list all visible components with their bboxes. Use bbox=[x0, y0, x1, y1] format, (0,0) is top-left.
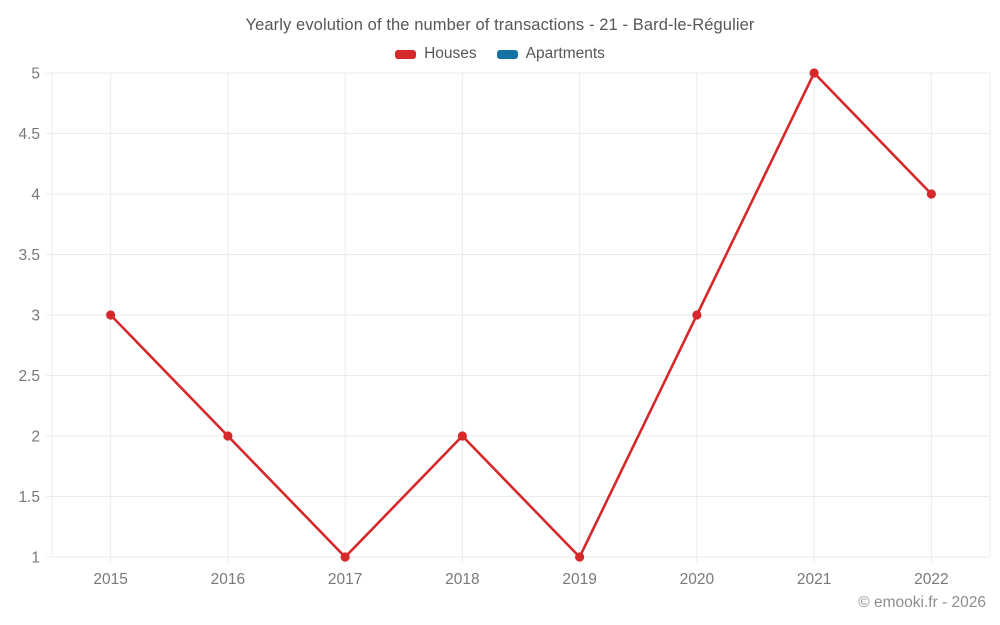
legend-item-apartments[interactable]: Apartments bbox=[496, 45, 605, 63]
x-tick-label: 2018 bbox=[445, 571, 479, 588]
data-point[interactable] bbox=[457, 431, 467, 441]
y-tick-label: 4 bbox=[31, 187, 40, 204]
chart-title: Yearly evolution of the number of transa… bbox=[245, 16, 755, 34]
x-tick-label: 2022 bbox=[914, 571, 948, 588]
legend-label-houses: Houses bbox=[424, 45, 477, 62]
y-tick-label: 2 bbox=[31, 429, 40, 446]
legend-item-houses[interactable]: Houses bbox=[395, 45, 477, 63]
y-tick-label: 1 bbox=[31, 550, 40, 567]
data-point[interactable] bbox=[575, 552, 585, 562]
y-tick-label: 1.5 bbox=[18, 489, 40, 506]
legend-label-apartments: Apartments bbox=[525, 45, 605, 62]
data-point[interactable] bbox=[809, 68, 819, 78]
x-tick-label: 2020 bbox=[680, 571, 715, 588]
y-tick-label: 3 bbox=[31, 308, 40, 325]
y-tick-label: 3.5 bbox=[18, 247, 40, 264]
chart-footer: © emooki.fr - 2026 bbox=[858, 594, 986, 611]
data-point[interactable] bbox=[106, 310, 116, 320]
x-tick-label: 2019 bbox=[562, 571, 596, 588]
legend-swatch-houses-icon bbox=[395, 49, 417, 59]
data-point[interactable] bbox=[692, 310, 702, 320]
legend-swatch-apartments-icon bbox=[496, 49, 518, 59]
y-tick-label: 4.5 bbox=[18, 126, 40, 143]
x-tick-label: 2016 bbox=[211, 571, 245, 588]
x-tick-label: 2015 bbox=[93, 571, 127, 588]
x-tick-label: 2021 bbox=[797, 571, 831, 588]
y-tick-label: 5 bbox=[31, 66, 40, 83]
data-point[interactable] bbox=[926, 189, 936, 199]
data-point[interactable] bbox=[340, 552, 350, 562]
series-line-houses bbox=[109, 70, 933, 560]
x-tick-label: 2017 bbox=[328, 571, 362, 588]
y-tick-label: 2.5 bbox=[18, 368, 40, 385]
data-point[interactable] bbox=[223, 431, 233, 441]
legend: Houses Apartments bbox=[0, 45, 1000, 63]
